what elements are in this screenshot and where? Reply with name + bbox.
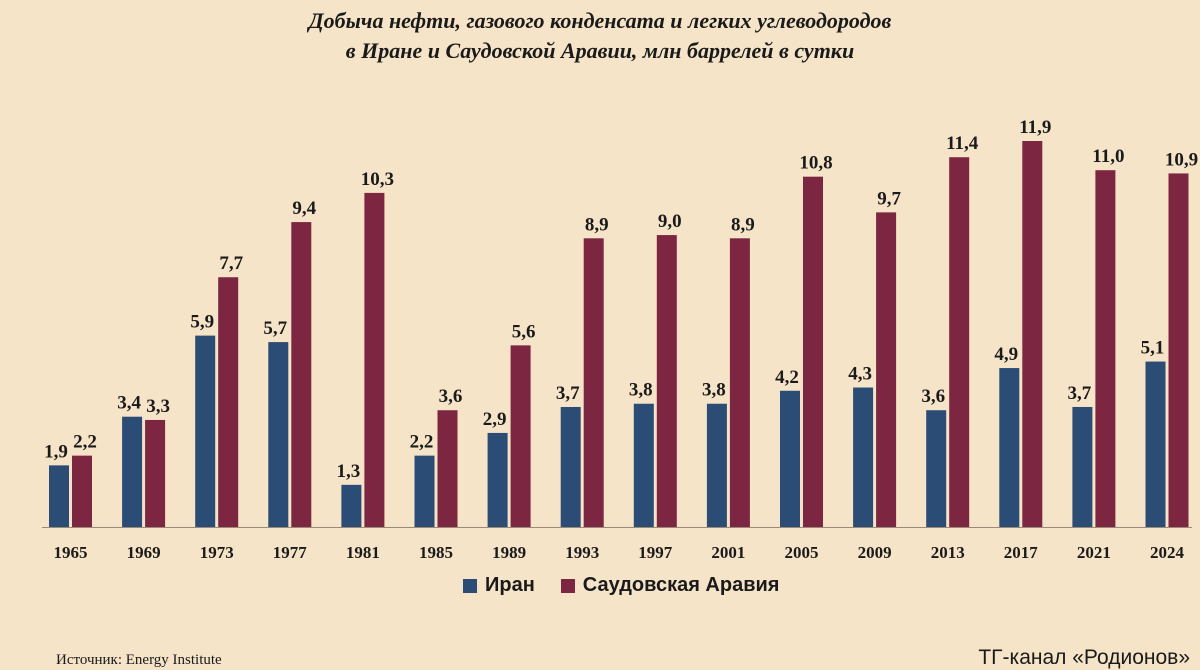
bar-saudi [1095,170,1116,527]
chart-subtitle: в Иране и Саудовской Аравии, млн барреле… [345,38,855,63]
bar-iran [49,465,69,527]
x-tick-label: 1993 [565,543,599,562]
data-label-saudi: 10,8 [799,153,832,174]
chart-title: Добыча нефти, газового конденсата и легк… [308,8,892,33]
data-label-saudi: 10,3 [361,169,394,190]
data-label-saudi: 11,0 [1092,146,1124,167]
bar-iran [633,403,654,527]
x-tick-label: 2024 [1150,543,1185,562]
data-label-iran: 3,7 [556,383,580,404]
data-label-iran: 3,8 [702,380,726,401]
data-label-iran: 5,1 [1141,338,1165,359]
bar-saudi [876,212,897,528]
legend-swatch-iran [463,578,477,593]
data-label-iran: 1,9 [44,441,68,462]
data-label-saudi: 3,6 [439,386,463,407]
bar-iran [560,406,581,527]
bar-saudi [145,419,166,527]
data-label-iran: 2,9 [483,409,507,430]
x-tick-label: 1985 [419,543,453,562]
bar-iran [853,387,874,527]
data-label-iran: 4,2 [775,367,799,388]
bar-saudi [949,157,970,527]
x-tick-label: 2001 [711,543,745,562]
bar-saudi [656,235,677,527]
x-tick-label: 2009 [858,543,892,562]
legend-item-iran: Иран [463,574,535,597]
x-tick-label: 1997 [638,543,673,562]
x-tick-label: 1973 [200,543,234,562]
data-label-iran: 4,3 [848,364,872,385]
data-label-iran: 4,9 [994,344,1018,365]
legend-item-saudi: Саудовская Аравия [560,574,780,597]
data-label-saudi: 9,4 [292,198,316,219]
x-tick-label: 1977 [273,543,308,562]
x-tick-label: 1989 [492,543,526,562]
x-tick-label: 1981 [346,543,380,562]
bar-iran [999,368,1020,527]
data-label-iran: 3,7 [1068,383,1092,404]
x-tick-label: 1969 [127,543,161,562]
data-label-saudi: 8,9 [585,214,609,235]
data-label-saudi: 9,0 [658,211,682,232]
data-label-iran: 5,7 [263,318,287,339]
data-label-iran: 5,9 [190,312,214,333]
legend-label-saudi: Саудовская Аравия [582,574,780,596]
bar-iran [122,416,143,527]
data-label-iran: 2,2 [410,432,434,453]
bar-saudi [1168,173,1189,527]
bar-iran [780,390,800,527]
data-label-saudi: 5,6 [512,321,536,342]
data-label-saudi: 11,4 [946,133,979,154]
data-label-iran: 3,8 [629,380,653,401]
bar-iran [195,335,216,527]
legend-label-iran: Иран [485,574,535,596]
bar-iran [1145,361,1166,527]
data-label-saudi: 11,9 [1019,117,1051,138]
bar-saudi [1022,141,1043,527]
data-label-saudi: 10,9 [1165,149,1198,170]
data-label-saudi: 7,7 [219,253,243,274]
data-label-iran: 3,4 [117,393,141,414]
source-note: Источник: Energy Institute [56,652,222,668]
bar-iran [1072,406,1093,527]
data-label-iran: 3,6 [921,386,945,407]
bar-saudi [72,455,92,527]
data-label-saudi: 9,7 [877,188,901,209]
x-tick-label: 2021 [1077,543,1111,562]
x-tick-label: 2017 [1004,543,1039,562]
x-tick-label: 2013 [931,543,965,562]
bar-saudi [583,238,604,528]
data-label-saudi: 3,3 [146,396,170,417]
chart-title-block: Добыча нефти, газового конденсата и легк… [0,6,1200,66]
brand-credit: ТГ-канал «Родионов» [978,646,1190,669]
data-label-iran: 1,3 [337,461,361,482]
bar-saudi [364,192,385,527]
bar-iran [706,403,727,527]
bar-iran [268,342,289,527]
chart-legend: Иран Саудовская Аравия [463,574,797,597]
bar-saudi [803,176,823,528]
data-label-saudi: 8,9 [731,214,755,235]
bar-saudi [729,238,750,528]
bar-saudi [437,410,458,527]
bar-iran [341,484,362,527]
bar-iran [926,410,947,527]
bar-saudi [510,345,531,527]
legend-swatch-saudi [560,578,575,593]
bar-saudi [218,277,239,527]
bar-iran [414,455,435,527]
x-tick-label: 2005 [785,543,819,562]
x-tick-label: 1965 [54,543,88,562]
bar-iran [487,432,508,527]
data-label-saudi: 2,2 [73,432,97,453]
bar-saudi [291,222,312,527]
